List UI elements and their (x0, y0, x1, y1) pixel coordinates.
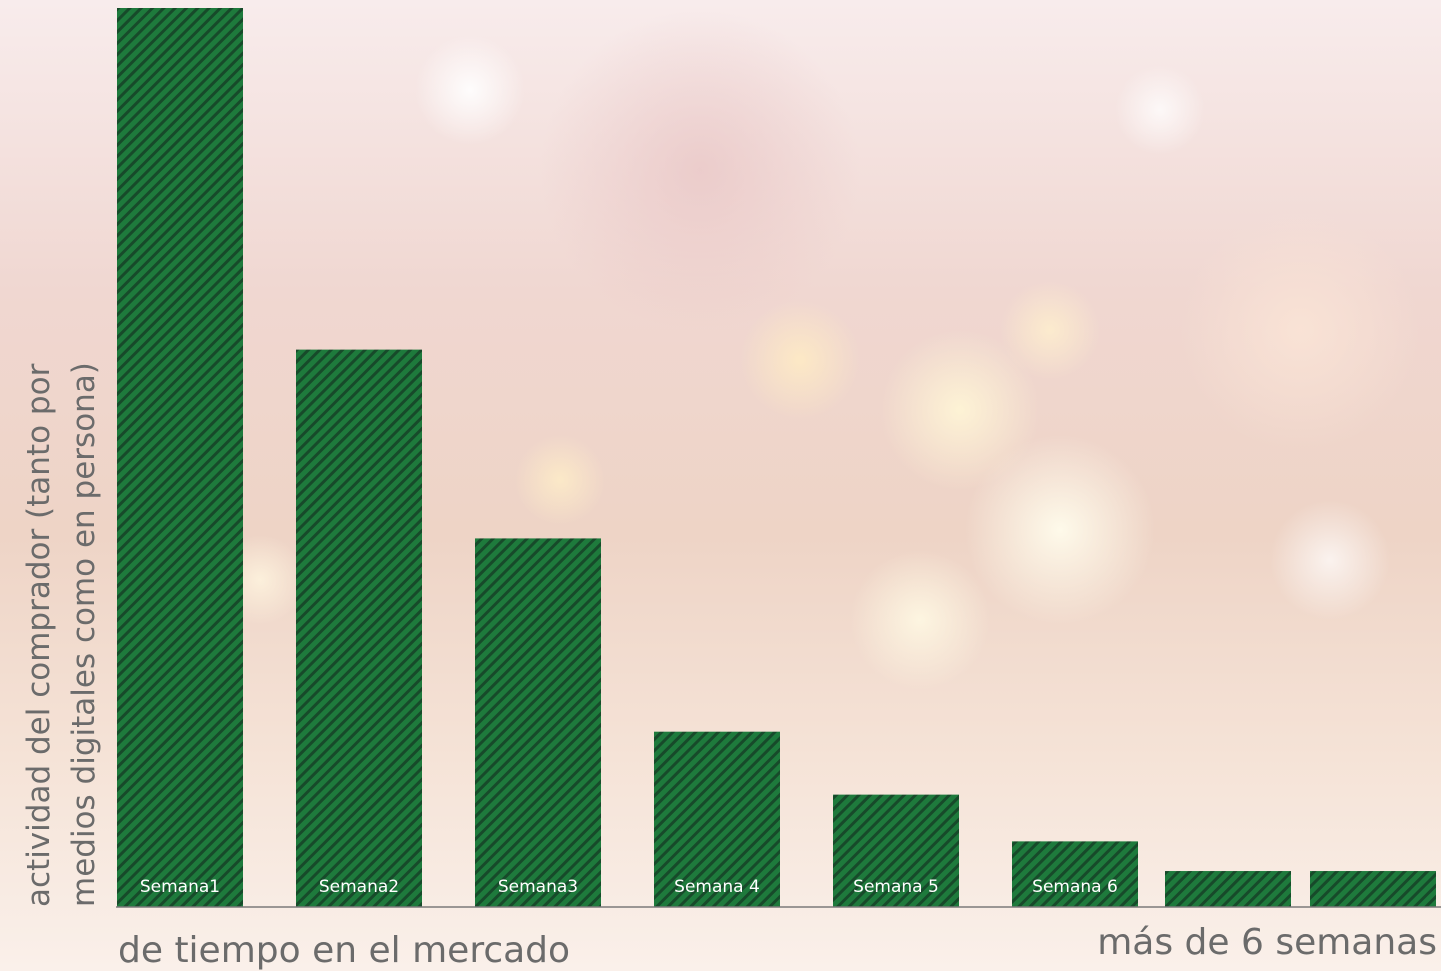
bar-label-4: Semana 4 (674, 877, 760, 897)
bar-1 (117, 8, 243, 907)
bar-label-2: Semana2 (319, 877, 399, 897)
x-axis-label: de tiempo en el mercado (118, 930, 570, 971)
bar-7 (1165, 871, 1291, 907)
bar-4 (654, 731, 780, 907)
bar-2 (296, 349, 422, 907)
bar-label-3: Semana3 (498, 877, 578, 897)
bar-5 (833, 794, 959, 907)
x-axis-label-right: más de 6 semanas (1097, 922, 1437, 963)
bar-3 (475, 538, 601, 907)
bar-6 (1012, 841, 1138, 907)
bar-labels-group: Semana1 Semana2 Semana3 Semana 4 Semana 5 Sem… (140, 877, 1118, 897)
bar-label-1: Semana1 (140, 877, 220, 897)
y-axis-label-line-1: actividad del comprador (tanto por (21, 363, 57, 907)
bar-label-6: Semana 6 (1032, 877, 1118, 897)
y-axis-label-line-2: medios digitales como en persona) (66, 362, 102, 907)
bar-label-5: Semana 5 (853, 877, 939, 897)
bars-group (117, 8, 1436, 907)
bar-8 (1310, 871, 1436, 907)
